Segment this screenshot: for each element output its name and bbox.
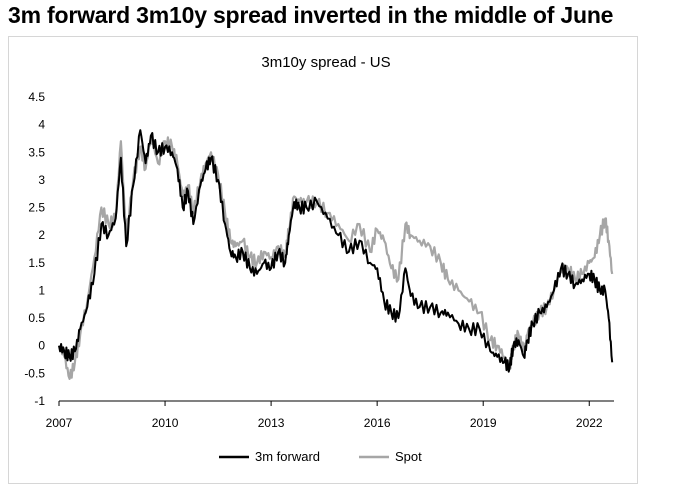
x-tick-label: 2022 (576, 416, 603, 430)
y-tick-label: 2.5 (28, 201, 45, 215)
y-tick-label: 4.5 (28, 90, 45, 104)
x-tick-label: 2013 (258, 416, 285, 430)
y-tick-label: 3 (38, 173, 45, 187)
y-tick-label: 4 (38, 118, 45, 132)
chart-title: 3m10y spread - US (261, 54, 390, 71)
chart-frame: 3m10y spread - US 4.5 4 3.5 3 2.5 2 1.5 1 0.5 0 -0… (8, 36, 638, 484)
y-tick-label: 0.5 (28, 311, 45, 325)
y-tick-label: 1.5 (28, 256, 45, 270)
spread-chart: 3m10y spread - US 4.5 4 3.5 3 2.5 2 1.5 1 0.5 0 -0… (24, 54, 614, 464)
series-layer (57, 129, 614, 380)
legend: 3m forward Spot (219, 449, 422, 464)
legend-label: 3m forward (255, 449, 320, 464)
y-tick-label: 0 (38, 339, 45, 353)
x-tick-label: 2010 (152, 416, 179, 430)
x-tick-label: 2016 (364, 416, 391, 430)
y-axis: 4.5 4 3.5 3 2.5 2 1.5 1 0.5 0 -0.5 -1 (24, 90, 45, 408)
y-tick-label: -1 (34, 394, 45, 408)
x-axis: 2007 2010 2013 2016 2019 2022 (46, 400, 614, 430)
legend-label: Spot (395, 449, 422, 464)
y-tick-label: -0.5 (24, 366, 45, 380)
x-tick-label: 2007 (46, 416, 73, 430)
headline: 3m forward 3m10y spread inverted in the … (8, 2, 614, 28)
y-tick-label: 1 (38, 283, 45, 297)
x-tick-label: 2019 (470, 416, 497, 430)
y-tick-label: 2 (38, 228, 45, 242)
series-line-3m-forward (58, 129, 614, 373)
y-tick-label: 3.5 (28, 145, 45, 159)
